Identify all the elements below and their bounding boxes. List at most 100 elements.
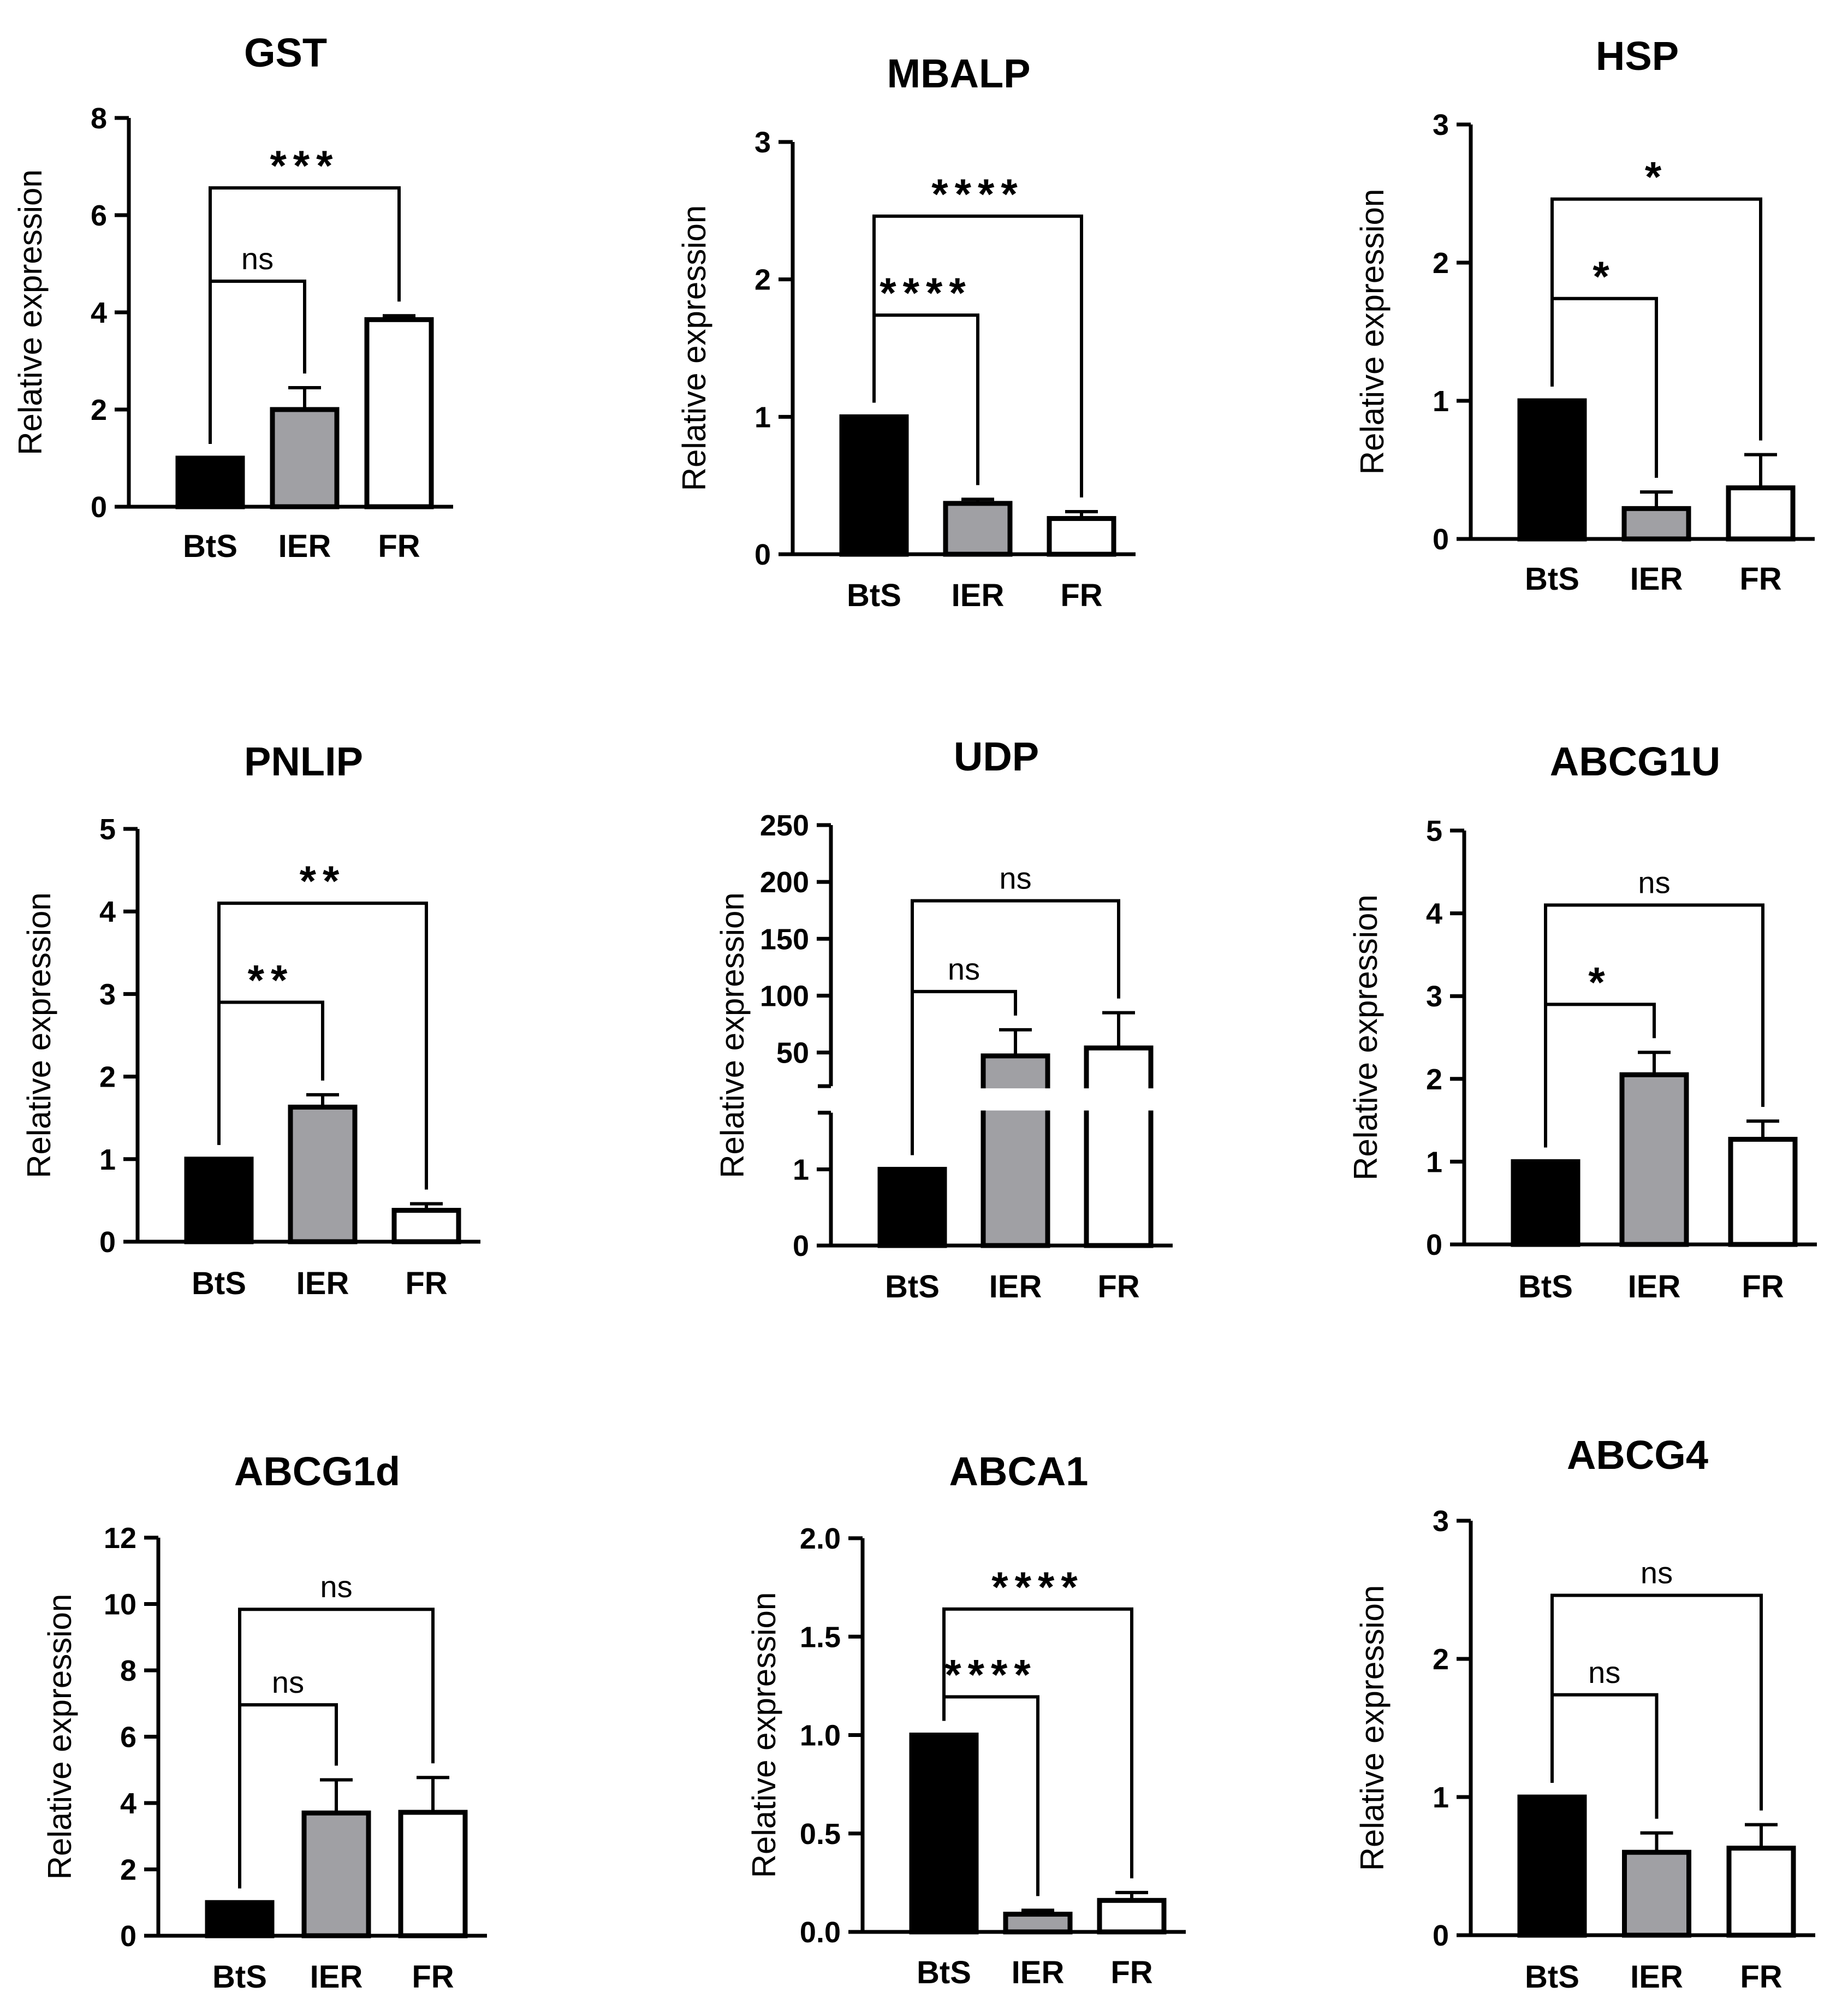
y-tick-label: 5	[99, 813, 116, 846]
significance-label: ****	[944, 1651, 1037, 1699]
y-tick-label: 1	[1426, 1146, 1442, 1178]
bar-fr	[1047, 516, 1116, 557]
bar-fr	[1726, 485, 1796, 542]
x-tick-label-ier: IER	[310, 1959, 363, 1995]
x-tick-label-ier: IER	[989, 1269, 1042, 1305]
x-tick-label-fr: FR	[378, 529, 420, 564]
chart-title: ABCG1d	[234, 1449, 400, 1494]
chart-title: ABCG4	[1567, 1432, 1708, 1478]
chart-title: ABCG1U	[1550, 739, 1720, 784]
y-tick-label: 0.5	[800, 1818, 841, 1851]
bar-bts	[1517, 398, 1587, 542]
bar-bts	[909, 1733, 979, 1935]
y-tick-label: 8	[120, 1655, 136, 1687]
significance-bracket	[942, 1607, 1133, 1878]
significance-label: ns	[241, 241, 274, 276]
x-tick-label-bts: BtS	[885, 1269, 940, 1305]
y-tick-label: 200	[760, 866, 809, 899]
y-axis-label: Relative expression	[1347, 894, 1384, 1181]
x-tick-label-bts: BtS	[1525, 561, 1579, 597]
bar-ier	[1619, 1072, 1689, 1247]
significance-bracket	[911, 899, 1120, 1155]
x-tick-label-bts: BtS	[192, 1266, 246, 1301]
y-tick-label: 4	[120, 1787, 136, 1820]
y-tick-label: 2	[91, 394, 107, 426]
significance-label: *	[1588, 958, 1611, 1006]
bar-ier	[981, 1053, 1050, 1248]
significance-label: ns	[999, 861, 1031, 896]
bar-bts	[184, 1157, 254, 1244]
x-tick-label-fr: FR	[412, 1959, 454, 1995]
chart-title: MBALP	[887, 51, 1030, 96]
significance-label: ns	[1638, 865, 1670, 899]
y-tick-label: 10	[104, 1588, 136, 1621]
y-axis-label: Relative expression	[1354, 1585, 1391, 1871]
chart-panel-abcg1d: ABCG1d Relative expression 0 2 4 6 8 10 12 BtS IER…	[41, 1449, 487, 1995]
significance-label: ****	[880, 269, 972, 317]
bar-fr	[1097, 1898, 1167, 1935]
bar-ier	[270, 407, 340, 509]
x-tick-label-ier: IER	[1630, 1959, 1683, 1995]
y-tick-label: 1	[754, 401, 771, 434]
y-tick-label: 2	[99, 1061, 116, 1094]
y-tick-label: 12	[104, 1522, 136, 1555]
chart-title: UDP	[954, 734, 1039, 779]
y-tick-label: 3	[754, 126, 771, 159]
significance-label: ns	[948, 952, 980, 986]
y-tick-label: 0	[1426, 1229, 1442, 1261]
x-tick-label-fr: FR	[405, 1266, 447, 1301]
y-tick-label: 3	[99, 978, 116, 1011]
y-tick-label: 50	[776, 1037, 809, 1070]
significance-label: ***	[270, 141, 339, 189]
significance-bracket	[1544, 903, 1764, 1148]
bar-fr	[1726, 1846, 1796, 1938]
y-tick-label: 6	[91, 199, 107, 232]
axis-break-gap	[835, 1088, 1177, 1111]
significance-bracket	[209, 186, 401, 444]
x-tick-label-ier: IER	[1012, 1955, 1065, 1990]
bar-fr	[1728, 1136, 1798, 1247]
y-tick-label: 2	[1433, 1643, 1449, 1676]
y-tick-label: 3	[1433, 109, 1449, 141]
significance-bracket	[238, 1608, 435, 1889]
bar-bts	[205, 1900, 275, 1938]
x-tick-label-bts: BtS	[847, 578, 901, 613]
x-tick-label-ier: IER	[1630, 561, 1683, 597]
y-axis-label: Relative expression	[676, 205, 712, 491]
y-tick-label: 5	[1426, 815, 1442, 847]
y-tick-label: 2.0	[800, 1522, 841, 1555]
bar-ier	[1003, 1912, 1073, 1935]
significance-label: **	[300, 857, 346, 905]
y-tick-label: 1	[99, 1143, 116, 1176]
y-tick-label: 4	[1426, 898, 1442, 930]
chart-title: HSP	[1596, 33, 1679, 79]
chart-title: PNLIP	[244, 739, 363, 784]
significance-label: ns	[320, 1569, 352, 1604]
bar-fr	[1084, 1045, 1154, 1248]
y-axis-label: Relative expression	[41, 1594, 78, 1880]
y-tick-label: 2	[1433, 247, 1449, 280]
x-tick-label-bts: BtS	[183, 529, 237, 564]
significance-label: ****	[991, 1563, 1084, 1611]
y-tick-label: 0	[754, 538, 771, 571]
y-tick-label: 0	[1433, 523, 1449, 556]
y-tick-label: 3	[1433, 1505, 1449, 1538]
significance-bracket	[1550, 1593, 1763, 1811]
y-tick-label: 250	[760, 809, 809, 842]
significance-bracket	[1550, 197, 1762, 441]
bar-bts	[877, 1166, 947, 1248]
y-tick-label: 6	[120, 1721, 136, 1754]
chart-panel-mbalp: MBALP Relative expression 0 1 2 3 BtS IER FR ****…	[676, 51, 1136, 613]
x-tick-label-fr: FR	[1060, 578, 1102, 613]
x-tick-label-ier: IER	[1628, 1269, 1681, 1305]
y-tick-label: 0	[91, 491, 107, 524]
x-tick-label-fr: FR	[1742, 1269, 1784, 1305]
y-tick-label: 2	[754, 264, 771, 297]
bar-ier	[301, 1810, 371, 1938]
y-axis-label: Relative expression	[21, 892, 57, 1178]
bar-bts	[175, 455, 245, 509]
bar-bts	[839, 414, 909, 557]
y-tick-label: 0.0	[800, 1916, 841, 1949]
significance-label: ns	[272, 1665, 304, 1699]
